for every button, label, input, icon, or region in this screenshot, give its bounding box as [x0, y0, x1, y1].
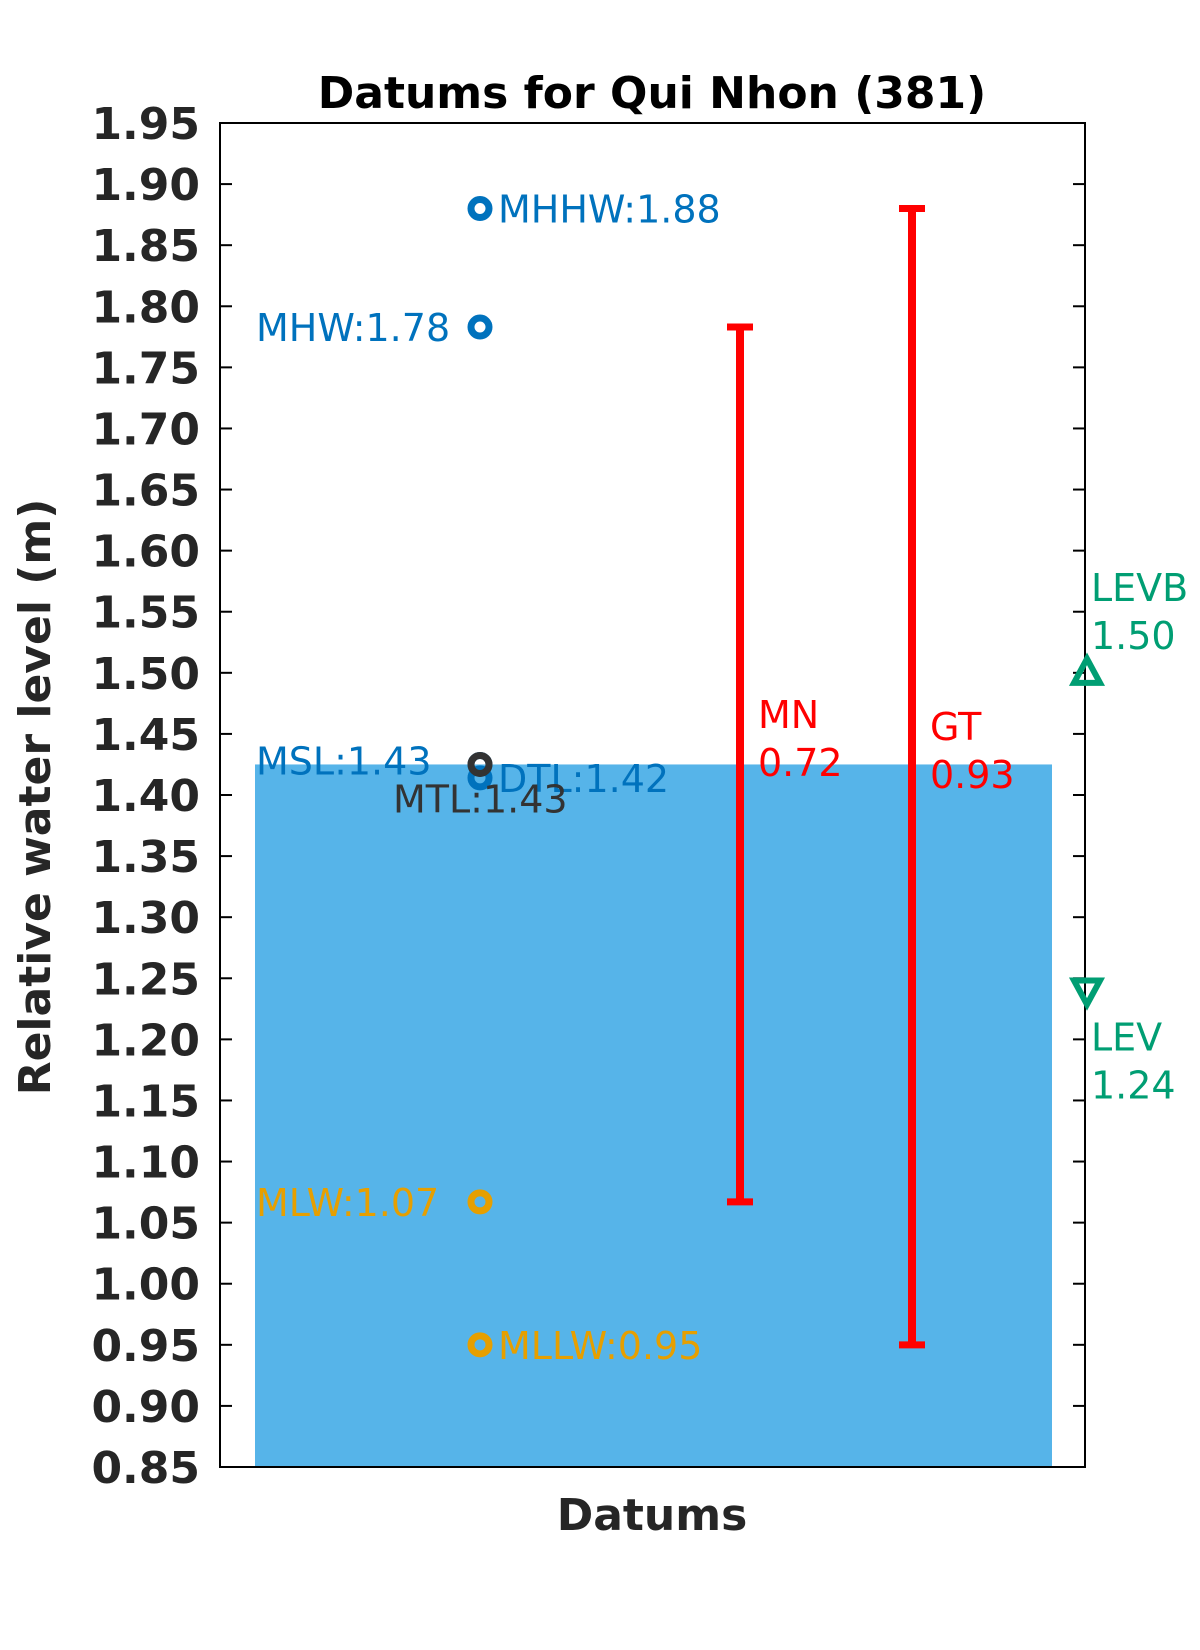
datum-marker: [467, 314, 493, 340]
datum-label: MTL:1.43: [393, 777, 568, 821]
datum-marker: [467, 751, 493, 777]
datum-marker: [467, 1332, 493, 1358]
level-value-label: 1.24: [1091, 1063, 1176, 1107]
y-axis-label: Relative water level (m): [10, 499, 61, 1096]
y-tick-label: 0.95: [91, 1321, 200, 1372]
datum-label: MLLW:0.95: [498, 1324, 702, 1368]
y-tick-label: 1.10: [91, 1138, 200, 1189]
ranges: MN0.72 GT0.93: [727, 205, 1015, 1349]
datum-marker: [467, 765, 493, 791]
y-tick-label: 1.30: [91, 893, 200, 944]
datum-marker: [467, 196, 493, 222]
y-tick-label: 1.60: [91, 527, 200, 578]
y-tick-label: 1.35: [91, 832, 200, 883]
y-tick-label: 1.40: [91, 771, 200, 822]
y-tick-label: 1.80: [91, 282, 200, 333]
y-tick-label: 0.90: [91, 1382, 200, 1433]
datum-label: MHW:1.78: [256, 306, 450, 350]
y-tick-label: 1.55: [91, 588, 200, 639]
level-name-label: LEVB: [1091, 566, 1188, 610]
range-value-label: 0.72: [758, 741, 843, 785]
level-marker-lev: [1068, 977, 1106, 1011]
datum-label: MHHW:1.88: [498, 188, 721, 232]
y-tick-label: 1.95: [91, 99, 200, 150]
y-tick-label: 1.50: [91, 649, 200, 700]
y-tick-label: 1.75: [91, 343, 200, 394]
y-tick-label: 0.85: [91, 1443, 200, 1494]
range-name-label: MN: [758, 693, 819, 737]
range-name-label: GT: [930, 705, 982, 749]
y-tick-label: 1.85: [91, 221, 200, 272]
y-tick-label: 1.20: [91, 1015, 200, 1066]
x-axis-label: Datums: [557, 1490, 748, 1541]
y-tick-label: 1.25: [91, 954, 200, 1005]
datum-label: MLW:1.07: [256, 1181, 439, 1225]
y-tick-label: 1.65: [91, 466, 200, 517]
y-tick-label: 1.45: [91, 710, 200, 761]
level-name-label: LEV: [1091, 1015, 1162, 1059]
range-value-label: 0.93: [930, 753, 1015, 797]
water-fill-rect: [255, 764, 1052, 1467]
datum-label: DTL:1.42: [498, 757, 669, 801]
y-ticks: 0.85 0.90 0.95 1.00 1.05 1.10 1.15 1.20 1.25 1.30…: [91, 99, 1085, 1494]
level-marker-levb: [1068, 652, 1106, 686]
datum-label: MSL:1.43: [256, 739, 432, 783]
level-value-label: 1.50: [1091, 614, 1176, 658]
chart-title: Datums for Qui Nhon (381): [318, 68, 987, 119]
water-level-fill: [255, 764, 1052, 1467]
datums: MHHW:1.88 MHW:1.78 MSL:1.43 DTL:1.42MTL:1.4…: [256, 188, 721, 1368]
datum-marker: [467, 1189, 493, 1215]
y-tick-label: 1.90: [91, 160, 200, 211]
y-tick-label: 1.00: [91, 1260, 200, 1311]
y-tick-label: 1.05: [91, 1199, 200, 1250]
y-tick-label: 1.15: [91, 1076, 200, 1127]
y-tick-label: 1.70: [91, 404, 200, 455]
